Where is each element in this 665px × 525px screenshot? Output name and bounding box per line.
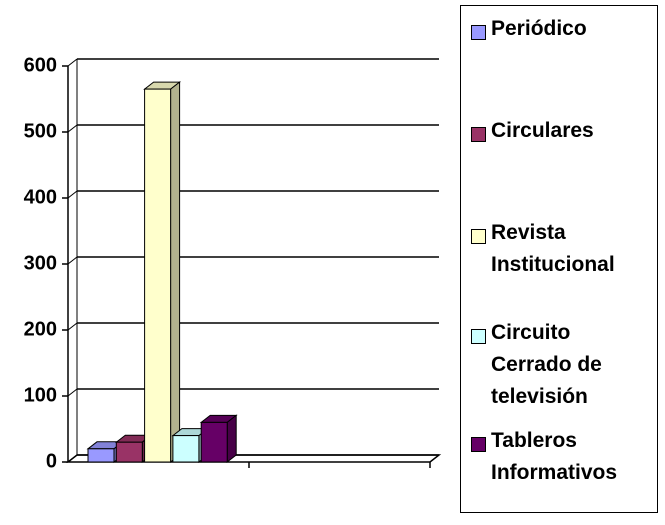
y-tick-label: 600 — [24, 54, 57, 76]
bar — [115, 441, 143, 463]
legend-label: Revista Institucional — [491, 221, 615, 276]
legend-label: Periódico — [491, 17, 587, 40]
legend-label: Circulares — [491, 119, 594, 142]
legend-label: Tableros Informativos — [491, 429, 618, 484]
bar — [144, 88, 172, 463]
grid-diag — [67, 124, 78, 133]
grid-diag — [67, 190, 78, 199]
legend-item: Periódico — [471, 17, 656, 45]
grid-diag — [67, 322, 78, 331]
y-tick-label: 300 — [24, 252, 57, 274]
legend-item: Circuito Cerrado de televisión — [471, 321, 656, 413]
y-tick-label: 100 — [24, 384, 57, 406]
grid-diag — [67, 256, 78, 265]
legend-swatch — [471, 229, 486, 244]
legend-swatch — [471, 127, 486, 142]
y-tick-label: 500 — [24, 120, 57, 142]
y-tick-label: 200 — [24, 318, 57, 340]
bar — [200, 421, 228, 463]
chart: 0 100 200 300 400 500 600 — [24, 54, 442, 472]
legend-swatch — [471, 437, 486, 452]
grid-diag — [67, 388, 78, 397]
legend: Periódico Circulares Revista Institucional… — [460, 5, 658, 513]
legend-item: Tableros Informativos — [471, 429, 656, 489]
bar — [87, 448, 115, 463]
legend-item: Circulares — [471, 119, 656, 147]
legend-item: Revista Institucional — [471, 221, 656, 281]
grid-diag — [67, 454, 78, 463]
y-tick-label: 0 — [46, 450, 57, 472]
bar — [172, 435, 200, 463]
legend-swatch — [471, 329, 486, 344]
bar-side — [226, 414, 237, 464]
legend-label: Circuito Cerrado de televisión — [491, 321, 602, 408]
bar-side — [170, 81, 181, 464]
legend-swatch — [471, 25, 486, 40]
grid-diag — [67, 58, 78, 67]
y-tick-label: 400 — [24, 186, 57, 208]
